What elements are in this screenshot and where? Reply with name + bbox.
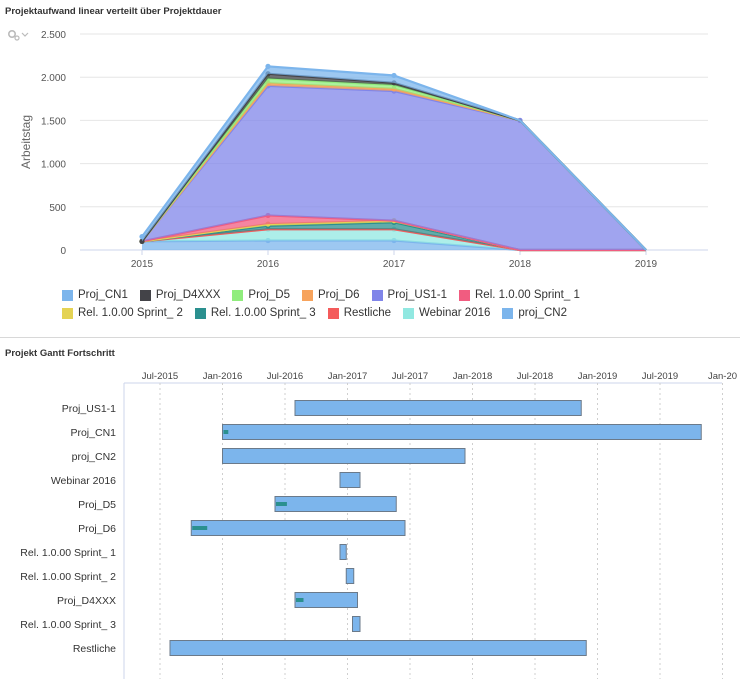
data-point (139, 234, 145, 240)
task-label: Proj_D4XXX (57, 595, 116, 607)
gantt-bar[interactable] (190, 520, 406, 536)
legend-item[interactable]: Proj_D4XXX (139, 289, 221, 301)
x-tick-label: Jul-2018 (517, 371, 553, 382)
gantt-bar[interactable] (294, 400, 582, 416)
task-label: Rel. 1.0.00 Sprint_ 1 (20, 547, 116, 559)
legend-swatch (62, 307, 73, 319)
gear-icon[interactable] (7, 29, 29, 41)
chart-legend: Proj_CN1 Proj_D4XXX Proj_D5 Proj_D6 Proj_US1… (62, 286, 702, 322)
legend-swatch (403, 307, 414, 319)
gantt-bar[interactable] (222, 424, 702, 440)
x-tick-label: 2015 (131, 259, 154, 270)
area-chart-panel: Projektaufwand linear verteilt über Proj… (0, 0, 740, 338)
legend-label: Proj_CN1 (78, 289, 128, 301)
task-label: Proj_CN1 (70, 427, 116, 439)
legend-label: Rel. 1.0.00 Sprint_ 2 (78, 307, 183, 319)
task-label: Proj_D5 (78, 499, 116, 511)
task-label: Rel. 1.0.00 Sprint_ 3 (20, 619, 116, 631)
x-tick-label: Jul-2015 (142, 371, 178, 382)
legend-item[interactable]: Proj_D5 (232, 289, 290, 301)
x-tick-label: Jul-2017 (392, 371, 428, 382)
area-chart-title: Projektaufwand linear verteilt über Proj… (5, 6, 222, 17)
task-label: Proj_D6 (78, 523, 116, 535)
legend-label: Proj_D5 (248, 289, 290, 301)
gantt-bar[interactable] (339, 472, 361, 488)
legend-label: Proj_D4XXX (155, 289, 221, 301)
x-tick-label: Jan-2018 (453, 371, 493, 382)
y-tick-label: 2.000 (41, 73, 66, 84)
area-chart: 0 500 1.000 1.500 2.000 2.500 2015 2016 2017 2018… (19, 30, 708, 270)
x-tick-label: Jul-2016 (267, 371, 303, 382)
gantt-bar[interactable] (169, 640, 587, 656)
gantt-chart-title: Projekt Gantt Fortschritt (5, 348, 115, 359)
legend-item[interactable]: proj_CN2 (502, 307, 567, 319)
gantt-bar[interactable] (222, 448, 466, 464)
legend-label: Restliche (343, 307, 391, 319)
x-tick-label: Jan-2016 (203, 371, 243, 382)
legend-swatch (301, 289, 313, 301)
area-series (142, 85, 646, 250)
legend-swatch (327, 307, 339, 319)
x-tick-label: Jan-2019 (578, 371, 618, 382)
legend-swatch (139, 289, 151, 301)
legend-swatch (62, 289, 73, 301)
gantt-bar[interactable] (294, 592, 358, 608)
legend-row: Proj_CN1 Proj_D4XXX Proj_D5 Proj_D6 Proj_US1… (62, 286, 702, 304)
gantt-bar[interactable] (352, 616, 361, 632)
x-tick-label: Jan-2017 (328, 371, 368, 382)
legend-item[interactable]: Restliche (327, 307, 391, 319)
legend-label: proj_CN2 (518, 307, 567, 319)
legend-swatch (371, 289, 383, 301)
legend-item[interactable]: Webinar 2016 (403, 307, 490, 319)
legend-swatch (232, 289, 244, 301)
area-series (142, 229, 646, 250)
legend-swatch (194, 307, 206, 319)
legend-swatch (459, 289, 470, 301)
task-label: proj_CN2 (72, 451, 117, 463)
data-point (265, 63, 271, 69)
task-label: Restliche (73, 643, 116, 655)
gantt-bar[interactable] (345, 568, 355, 584)
data-point (391, 72, 397, 79)
task-label: Proj_US1-1 (62, 403, 116, 415)
progress-indicator (296, 598, 304, 602)
y-tick-label: 0 (60, 246, 66, 257)
y-tick-label: 2.500 (41, 30, 66, 41)
x-tick-label: 2016 (257, 259, 280, 270)
legend-item[interactable]: Rel. 1.0.00 Sprint_ 1 (459, 289, 580, 301)
gantt-bar[interactable] (274, 496, 397, 512)
task-label: Rel. 1.0.00 Sprint_ 2 (20, 571, 116, 583)
legend-row: Rel. 1.0.00 Sprint_ 2 Rel. 1.0.00 Sprint_… (62, 304, 702, 322)
y-axis-label: Arbeitstag (19, 115, 33, 169)
progress-indicator (192, 526, 208, 530)
legend-swatch (502, 307, 514, 319)
y-tick-label: 1.500 (41, 116, 66, 127)
legend-label: Webinar 2016 (419, 307, 491, 319)
legend-item[interactable]: Rel. 1.0.00 Sprint_ 3 (194, 307, 316, 319)
legend-item[interactable]: Proj_D6 (301, 289, 360, 301)
legend-label: Proj_US1-1 (387, 289, 447, 301)
gantt-chart: Jul-2015 Jan-2016 Jul-2016 Jan-2017 Jul-2017… (20, 371, 737, 679)
x-tick-label: 2018 (509, 259, 532, 270)
task-label: Webinar 2016 (51, 475, 116, 487)
area-series (142, 215, 646, 250)
x-tick-label: Jan-20 (708, 371, 737, 382)
legend-label: Proj_D6 (317, 289, 360, 301)
legend-item[interactable]: Proj_US1-1 (371, 289, 447, 301)
x-tick-label: Jul-2019 (642, 371, 678, 382)
legend-label: Rel. 1.0.00 Sprint_ 3 (210, 307, 316, 319)
legend-item[interactable]: Rel. 1.0.00 Sprint_ 2 (62, 307, 183, 319)
progress-indicator (223, 430, 229, 434)
area-series (142, 222, 646, 250)
progress-indicator (276, 502, 287, 506)
gantt-bar[interactable] (339, 544, 347, 560)
y-tick-label: 500 (49, 203, 66, 214)
legend-label: Rel. 1.0.00 Sprint_ 1 (475, 289, 580, 301)
y-tick-label: 1.000 (41, 160, 66, 171)
legend-item[interactable]: Proj_CN1 (62, 289, 128, 301)
gantt-chart-panel: Projekt Gantt Fortschritt Jul-2015 Jan-20… (0, 341, 740, 682)
x-tick-label: 2017 (383, 259, 406, 270)
x-tick-label: 2019 (635, 259, 658, 270)
